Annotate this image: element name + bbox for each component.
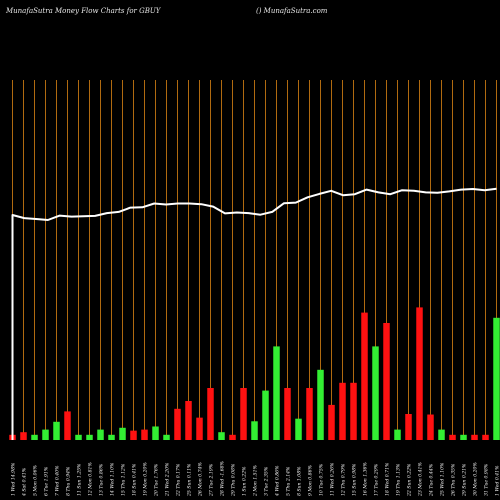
volume-bar xyxy=(427,414,434,440)
x-tick-label: 10 Tue 0.75% xyxy=(319,463,325,496)
volume-bar xyxy=(42,429,49,440)
x-tick-label: 8 Thu 0.94% xyxy=(66,466,72,496)
volume-bar xyxy=(493,317,500,440)
x-tick-label: 1 Wed 0.41% xyxy=(495,465,500,496)
volume-bar xyxy=(317,369,324,440)
x-tick-label: 4 Wed 0.86% xyxy=(275,465,281,497)
x-tick-label: 17 Tue 0.29% xyxy=(374,463,380,496)
x-tick-label: 25 Sun 0.11% xyxy=(187,463,193,497)
price-line xyxy=(11,187,497,440)
volume-bar xyxy=(108,434,115,440)
x-tick-label: 16 Mon 1.36% xyxy=(363,462,369,496)
volume-bar xyxy=(75,434,82,440)
volume-bar xyxy=(240,388,247,440)
volume-bar xyxy=(218,432,225,440)
volume-bar xyxy=(295,418,302,440)
x-tick-label: 15 Sun 0.98% xyxy=(352,463,358,496)
volume-bar xyxy=(460,434,467,440)
x-tick-label: 5 Mon 0.06% xyxy=(33,465,39,496)
volume-bar xyxy=(482,434,489,440)
x-tick-label: 11 Sun 1.25% xyxy=(77,463,83,496)
volume-bar xyxy=(207,388,214,440)
volume-bar xyxy=(64,411,71,440)
volume-bar xyxy=(284,388,291,440)
x-tick-label: 8 Sun 1.08% xyxy=(297,466,303,496)
site-name: () MunafaSutra.com xyxy=(256,7,328,15)
x-tick-label: 18 Wed 0.71% xyxy=(385,462,391,496)
volume-bar xyxy=(251,421,258,440)
x-tick-label: 29 Thu 0.08% xyxy=(231,463,237,497)
volume-bar xyxy=(196,417,203,440)
x-tick-label: 7 Wed 0.40% xyxy=(55,465,61,496)
volume-bar xyxy=(449,434,456,440)
x-tick-label: 19 Thu 1.13% xyxy=(396,463,402,496)
x-tick-label: 26 Thu 0.35% xyxy=(451,463,457,497)
chart-title: MunafaSutra Money Flow Charts for GBUY xyxy=(6,7,161,15)
x-tick-label: 1 Wed 14.98% xyxy=(11,462,17,496)
x-tick-label: 25 Wed 1.10% xyxy=(440,462,446,497)
volume-bar xyxy=(31,434,38,440)
volume-bar xyxy=(86,434,93,440)
x-tick-label: 3 Tue 2.35% xyxy=(264,466,270,496)
volume-bar xyxy=(152,426,159,440)
volume-bar xyxy=(306,388,313,440)
volume-bar xyxy=(119,427,126,440)
volume-bar xyxy=(174,408,181,440)
volume-bar xyxy=(350,382,357,440)
volume-bar xyxy=(229,434,236,440)
volume-bar xyxy=(416,307,423,440)
x-tick-label: 24 Tue 0.44% xyxy=(429,463,435,497)
x-tick-label: 31 Tue 0.98% xyxy=(484,463,490,496)
x-tick-label: 27 Tue 2.19% xyxy=(209,463,215,497)
x-tick-label: 23 Mon 0.41% xyxy=(418,462,424,497)
volume-bar xyxy=(339,382,346,440)
x-tick-label: 4 Sat 0.41% xyxy=(22,467,28,497)
volume-bar xyxy=(262,390,269,440)
volume-bar xyxy=(163,434,170,440)
volume-bar xyxy=(372,346,379,440)
price-line-group xyxy=(11,187,497,440)
volume-bar xyxy=(185,401,192,440)
x-tick-label: 22 Thu 0.17% xyxy=(176,463,182,497)
x-tick-label: 30 Mon 0.20% xyxy=(473,462,479,496)
volume-bar xyxy=(20,432,27,440)
x-tick-label: 18 Sun 0.41% xyxy=(132,463,138,496)
volume-bar xyxy=(130,430,137,440)
volume-bars xyxy=(9,307,500,440)
volume-bar xyxy=(53,421,60,440)
x-tick-label: 9 Mon 0.86% xyxy=(308,465,314,496)
x-tick-label: 14 Wed 1.10% xyxy=(110,462,116,496)
x-tick-label: 28 Wed -1.68% xyxy=(220,460,226,497)
x-tick-label: 6 Tue 1.91% xyxy=(44,466,50,496)
x-tick-label: 13 Tue 0.86% xyxy=(99,463,105,496)
volume-bar xyxy=(471,434,478,440)
x-tick-label: 29 Sun 0.21% xyxy=(462,463,468,497)
volume-bar xyxy=(438,429,445,440)
x-tick-label: 20 Tue 1.76% xyxy=(154,463,160,497)
volume-bar xyxy=(394,429,401,440)
volume-bar xyxy=(328,404,335,440)
volume-bar xyxy=(383,323,390,440)
x-tick-label: 12 Mon 0.81% xyxy=(88,462,94,496)
x-tick-label: 26 Mon 0.74% xyxy=(198,462,204,497)
x-tick-label: 2 Mon 1.51% xyxy=(253,465,259,497)
x-tick-label: 11 Wed 0.26% xyxy=(330,462,336,496)
x-tick-labels: 1 Wed 14.98% 4 Sat 0.41% 5 Mon 0.06% 6 Tue … xyxy=(11,460,500,497)
volume-bar xyxy=(273,346,280,440)
x-tick-label: 22 Sun 0.22% xyxy=(407,463,413,497)
x-tick-label: 15 Thu 1.12% xyxy=(121,463,127,496)
volume-bar xyxy=(97,429,104,440)
volume-bar xyxy=(361,312,368,440)
x-tick-label: 19 Mon 0.20% xyxy=(143,462,149,496)
volume-bar xyxy=(141,429,148,440)
x-tick-label: 21 Wed 2.20% xyxy=(165,462,171,497)
x-tick-label: 5 Thu 2.14% xyxy=(286,466,292,496)
x-tick-label: 12 Thu 0.79% xyxy=(341,463,347,496)
x-tick-label: 1 Sun 0.22% xyxy=(242,466,248,496)
volume-bar xyxy=(405,414,412,440)
grid-lines xyxy=(12,80,497,440)
